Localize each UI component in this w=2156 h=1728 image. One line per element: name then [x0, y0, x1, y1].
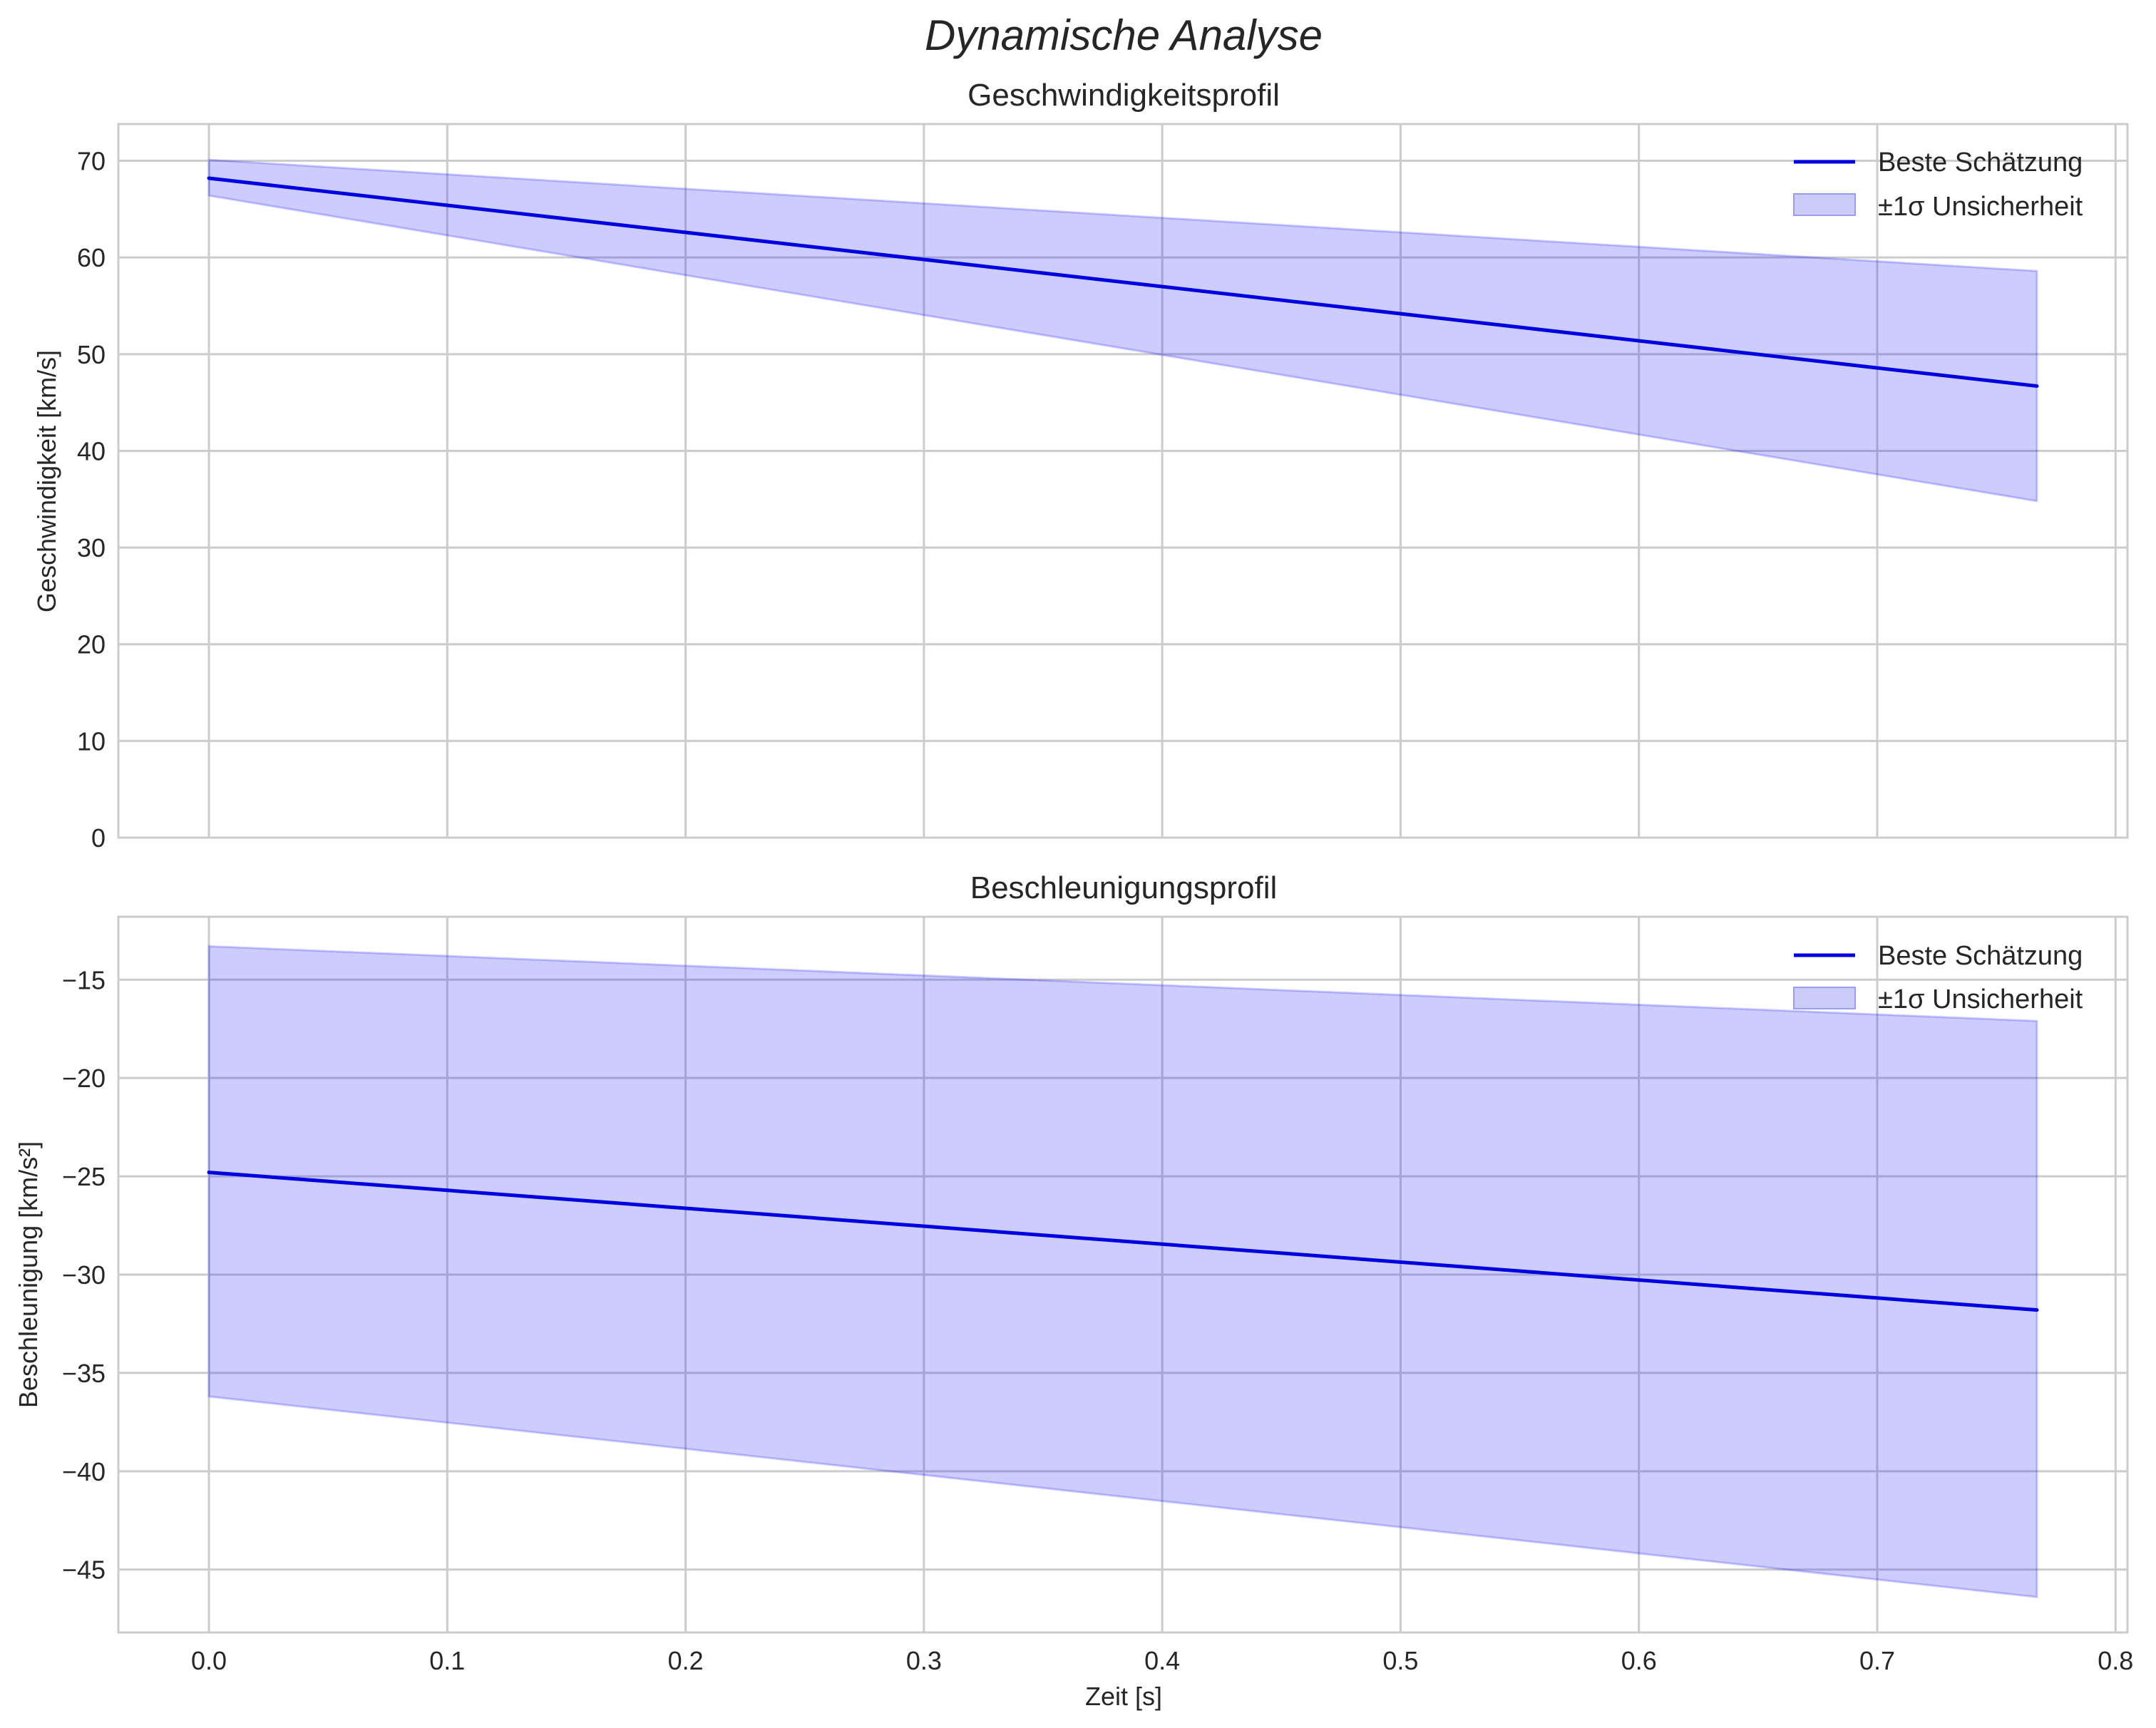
acceleration-x-ticks: 0.0 0.1 0.2 0.3 0.4 0.5 0.6 0.7 0.8 [191, 1646, 2133, 1675]
uncertainty-band [207, 158, 2038, 503]
x-tick-label: 0.6 [1621, 1646, 1657, 1675]
figure-suptitle: Dynamische Analyse [925, 11, 1323, 59]
velocity-chart-title: Geschwindigkeitsprofil [967, 78, 1280, 113]
velocity-legend: Beste Schätzung ±1σ Unsicherheit [1793, 148, 2083, 222]
y-tick-label: −20 [62, 1064, 106, 1093]
y-tick-label: 20 [77, 630, 106, 659]
x-tick-label: 0.0 [191, 1646, 227, 1675]
best-estimate-line [207, 1171, 2039, 1312]
y-tick-label: −35 [62, 1359, 106, 1388]
acceleration-chart: Beschleunigungsprofil −15 −20 −25 −30 −35 −40… [14, 870, 2133, 1711]
legend-band-label: ±1σ Unsicherheit [1878, 192, 2083, 222]
y-tick-label: 30 [77, 533, 106, 562]
acceleration-legend: Beste Schätzung ±1σ Unsicherheit [1793, 941, 2083, 1014]
x-tick-label: 0.8 [2098, 1646, 2133, 1675]
x-tick-label: 0.3 [906, 1646, 942, 1675]
x-tick-label: 0.1 [429, 1646, 465, 1675]
velocity-y-label: Geschwindigkeit [km/s] [32, 350, 61, 612]
y-tick-label: −30 [62, 1260, 106, 1290]
acceleration-y-label: Beschleunigung [km/s²] [14, 1141, 43, 1408]
y-tick-label: −15 [62, 965, 106, 994]
velocity-chart: Geschwindigkeitsprofil 0 10 20 30 40 50 60 70 G… [32, 78, 2129, 853]
velocity-plot-area [117, 123, 2129, 839]
x-tick-label: 0.7 [1859, 1646, 1895, 1675]
best-estimate-line [207, 176, 2039, 389]
y-tick-label: 40 [77, 436, 106, 466]
y-tick-label: 70 [77, 147, 106, 176]
acceleration-grid [118, 917, 2127, 1632]
y-tick-label: −25 [62, 1162, 106, 1191]
x-tick-label: 0.5 [1382, 1646, 1418, 1675]
y-tick-label: −45 [62, 1555, 106, 1585]
x-tick-label: 0.4 [1144, 1646, 1180, 1675]
velocity-grid [118, 124, 2127, 839]
acceleration-series [207, 945, 2039, 1599]
uncertainty-band [207, 945, 2038, 1599]
y-tick-label: 0 [91, 823, 106, 853]
x-tick-label: 0.2 [668, 1646, 704, 1675]
y-tick-label: −40 [62, 1457, 106, 1486]
x-axis-label: Zeit [s] [1085, 1682, 1162, 1711]
legend-line-label: Beste Schätzung [1878, 148, 2083, 178]
legend-band-swatch [1793, 987, 1856, 1009]
legend-band-swatch [1793, 193, 1856, 216]
legend-line-label: Beste Schätzung [1878, 941, 2083, 971]
legend-band-label: ±1σ Unsicherheit [1878, 984, 2083, 1014]
velocity-series [207, 158, 2039, 503]
y-tick-label: 50 [77, 340, 106, 369]
acceleration-y-ticks: −15 −20 −25 −30 −35 −40 −45 [62, 965, 106, 1584]
y-tick-label: 10 [77, 726, 106, 756]
acceleration-chart-title: Beschleunigungsprofil [970, 870, 1278, 905]
y-tick-label: 60 [77, 243, 106, 272]
velocity-y-ticks: 0 10 20 30 40 50 60 70 [77, 147, 106, 853]
